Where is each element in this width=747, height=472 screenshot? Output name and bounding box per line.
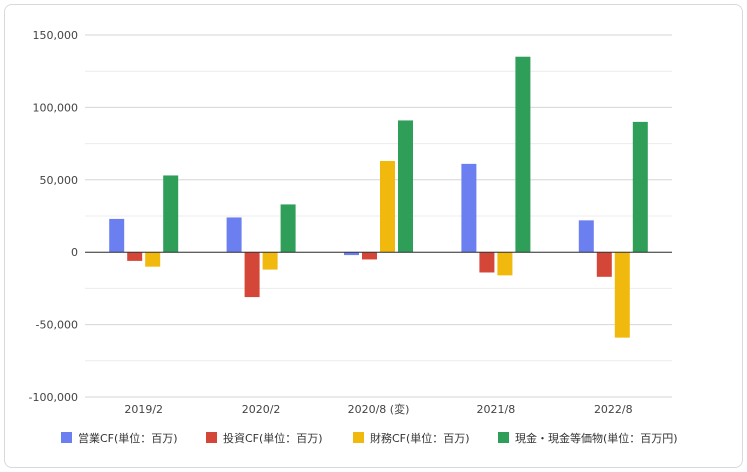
bar [280, 204, 296, 253]
legend-swatch [353, 432, 364, 443]
bar [145, 252, 161, 267]
x-tick-label: 2020/2 [242, 403, 281, 416]
bar [398, 120, 413, 253]
legend-label: 財務CF(単位：百万) [370, 431, 470, 445]
y-tick-label: 0 [71, 246, 78, 259]
bar [163, 175, 179, 253]
bar [479, 252, 495, 273]
x-tick-label: 2022/8 [594, 403, 633, 416]
bar [461, 163, 477, 253]
bar [515, 56, 531, 253]
bar [497, 252, 513, 276]
legend-swatch [206, 432, 217, 443]
chart-frame [4, 4, 743, 468]
bar [362, 252, 377, 260]
x-tick-label: 2019/2 [124, 403, 163, 416]
y-tick-label: 100,000 [33, 101, 79, 114]
y-tick-label: -50,000 [36, 319, 78, 332]
y-tick-label: 50,000 [40, 174, 79, 187]
bar [262, 252, 278, 270]
bar [344, 252, 359, 256]
bar [226, 217, 242, 253]
bar [127, 252, 143, 261]
bar [632, 121, 648, 253]
x-tick-label: 2021/8 [477, 403, 516, 416]
legend-swatch [498, 432, 509, 443]
x-tick-label: 2020/8 (変) [348, 402, 410, 416]
legend-swatch [61, 432, 72, 443]
bar [244, 252, 260, 298]
legend-label: 投資CF(単位：百万) [223, 431, 323, 445]
y-tick-label: -100,000 [29, 391, 78, 404]
legend-label: 現金・現金等価物(単位：百万円) [515, 431, 678, 445]
bar [109, 218, 125, 253]
bar [578, 220, 594, 253]
y-tick-label: 150,000 [33, 29, 79, 42]
bar [614, 252, 630, 338]
legend-label: 営業CF(単位：百万) [78, 431, 178, 445]
bar [596, 252, 612, 277]
bar [380, 160, 395, 253]
